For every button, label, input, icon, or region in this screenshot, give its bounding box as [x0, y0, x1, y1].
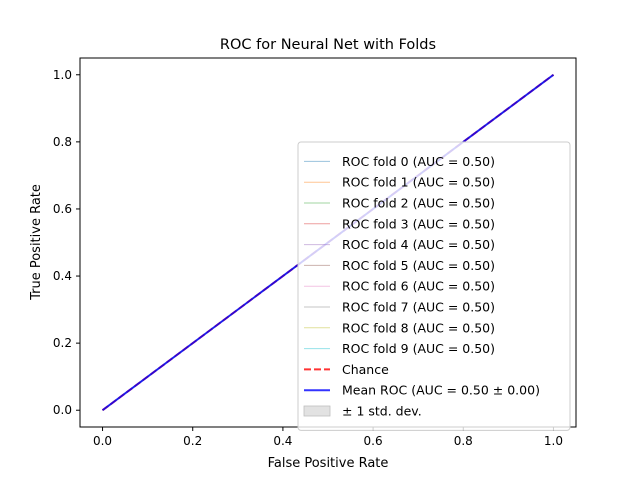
legend-label-9: ROC fold 9 (AUC = 0.50) [342, 341, 495, 356]
y-axis: 0.0 0.2 0.4 0.6 0.8 1.0 [53, 68, 80, 417]
y-axis-label: True Positive Rate [29, 184, 44, 301]
legend-label-12: ± 1 std. dev. [342, 404, 422, 419]
legend-label-7: ROC fold 7 (AUC = 0.50) [342, 300, 495, 315]
legend-label-4: ROC fold 4 (AUC = 0.50) [342, 237, 495, 252]
x-tick-label-5: 1.0 [544, 434, 563, 448]
y-tick-label-4: 0.8 [53, 135, 72, 149]
y-tick-label-3: 0.6 [53, 202, 72, 216]
x-axis-label: False Positive Rate [268, 456, 389, 471]
legend-label-5: ROC fold 5 (AUC = 0.50) [342, 258, 495, 273]
y-tick-label-0: 0.0 [53, 403, 72, 417]
y-tick-label-2: 0.4 [53, 269, 72, 283]
legend-label-8: ROC fold 8 (AUC = 0.50) [342, 320, 495, 335]
x-tick-label-3: 0.6 [364, 434, 383, 448]
legend-label-10: Chance [342, 362, 389, 377]
y-tick-label-5: 1.0 [53, 68, 72, 82]
legend-label-2: ROC fold 2 (AUC = 0.50) [342, 196, 495, 211]
x-tick-label-1: 0.2 [183, 434, 202, 448]
y-tick-label-1: 0.2 [53, 336, 72, 350]
legend: ROC fold 0 (AUC = 0.50) ROC fold 1 (AUC =… [297, 141, 571, 431]
x-axis: 0.0 0.2 0.4 0.6 0.8 1.0 [93, 427, 563, 448]
chart-title: ROC for Neural Net with Folds [220, 37, 436, 53]
x-tick-label-2: 0.4 [273, 434, 292, 448]
legend-label-0: ROC fold 0 (AUC = 0.50) [342, 154, 495, 169]
legend-label-3: ROC fold 3 (AUC = 0.50) [342, 216, 495, 231]
legend-swatch-12 [303, 405, 331, 417]
x-tick-label-0: 0.0 [93, 434, 112, 448]
legend-box [297, 141, 571, 431]
legend-label-11: Mean ROC (AUC = 0.50 ± 0.00) [342, 383, 540, 398]
x-tick-label-4: 0.8 [454, 434, 473, 448]
legend-label-1: ROC fold 1 (AUC = 0.50) [342, 175, 495, 190]
legend-label-6: ROC fold 6 (AUC = 0.50) [342, 279, 495, 294]
